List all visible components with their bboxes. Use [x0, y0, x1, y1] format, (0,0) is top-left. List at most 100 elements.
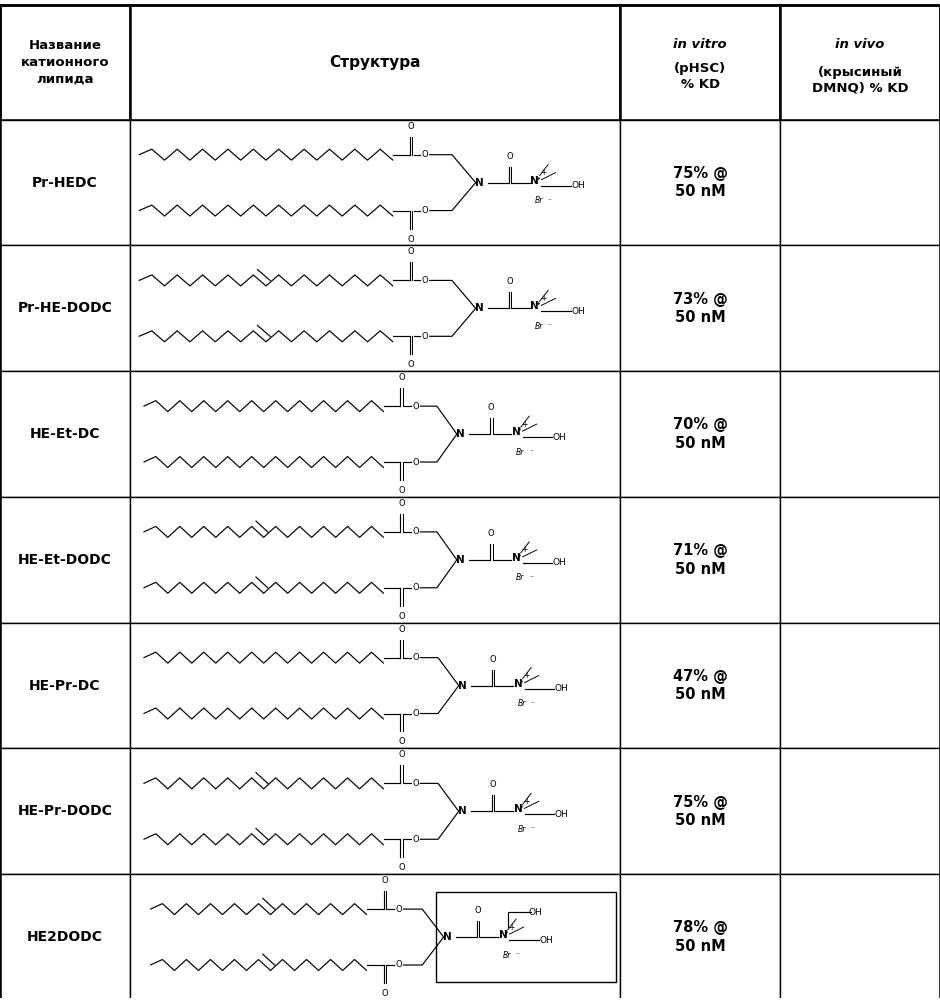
Bar — [130, 623, 620, 748]
Text: O: O — [474, 906, 481, 915]
Bar — [620, 371, 780, 497]
Text: HE-Pr-DC: HE-Pr-DC — [29, 679, 101, 693]
Bar — [0, 748, 130, 874]
Text: ⁻: ⁻ — [529, 448, 533, 457]
Bar — [130, 120, 620, 245]
Text: N: N — [530, 176, 540, 186]
Text: O: O — [421, 206, 429, 215]
Text: O: O — [398, 486, 405, 495]
Text: Структура: Структура — [329, 55, 421, 70]
Text: ⁻: ⁻ — [548, 322, 552, 331]
Text: O: O — [412, 779, 419, 788]
Text: O: O — [398, 612, 405, 621]
Text: O: O — [412, 583, 419, 592]
Text: 78% @
50 nM: 78% @ 50 nM — [673, 920, 728, 954]
Text: N: N — [511, 427, 521, 437]
Text: N: N — [456, 555, 465, 565]
Text: Br: Br — [518, 825, 525, 834]
Text: O: O — [412, 402, 419, 411]
Text: +: + — [522, 545, 527, 554]
Text: in vivo: in vivo — [836, 38, 885, 51]
Text: Br: Br — [535, 196, 542, 205]
Text: N: N — [513, 804, 523, 814]
Bar — [780, 120, 940, 245]
Text: Br: Br — [516, 573, 524, 582]
Text: ⁻: ⁻ — [516, 951, 520, 960]
Text: N: N — [458, 806, 467, 816]
Text: ⁻: ⁻ — [531, 699, 535, 708]
Text: OH: OH — [553, 558, 566, 567]
Bar — [130, 497, 620, 623]
Text: +: + — [524, 671, 529, 680]
Bar — [620, 5, 780, 120]
Text: OH: OH — [572, 181, 585, 190]
Text: Br: Br — [535, 322, 542, 331]
Text: ⁻: ⁻ — [531, 825, 535, 834]
Text: HE2DODC: HE2DODC — [27, 930, 102, 944]
Text: O: O — [489, 780, 496, 789]
Text: HE-Et-DODC: HE-Et-DODC — [18, 553, 112, 567]
Bar — [0, 245, 130, 371]
Text: O: O — [407, 235, 415, 244]
Text: N: N — [530, 301, 540, 311]
Text: O: O — [395, 905, 402, 914]
Text: O: O — [395, 960, 402, 969]
Text: O: O — [412, 527, 419, 536]
Bar — [130, 371, 620, 497]
Text: N: N — [475, 303, 484, 313]
Text: 70% @
50 nM: 70% @ 50 nM — [673, 417, 728, 451]
Text: O: O — [398, 863, 405, 872]
Text: 73% @
50 nM: 73% @ 50 nM — [673, 292, 728, 325]
Text: 47% @
50 nM: 47% @ 50 nM — [673, 669, 728, 702]
Text: O: O — [412, 835, 419, 844]
Bar — [130, 874, 620, 1000]
Text: +: + — [509, 923, 514, 932]
Text: O: O — [398, 750, 405, 759]
Text: (крысиный
DMNQ) % KD: (крысиный DMNQ) % KD — [812, 66, 908, 95]
Text: O: O — [412, 653, 419, 662]
Bar — [780, 623, 940, 748]
Text: (pHSC)
% KD: (pHSC) % KD — [674, 62, 727, 91]
Text: O: O — [506, 152, 513, 161]
Text: O: O — [398, 737, 405, 746]
Bar — [620, 874, 780, 1000]
Text: N: N — [511, 553, 521, 563]
Bar — [0, 5, 130, 120]
Text: N: N — [458, 681, 467, 691]
Text: O: O — [421, 276, 429, 285]
Bar — [0, 371, 130, 497]
Bar — [620, 497, 780, 623]
Bar — [780, 497, 940, 623]
Text: O: O — [412, 709, 419, 718]
Text: OH: OH — [529, 908, 542, 917]
Text: in vitro: in vitro — [673, 38, 728, 51]
Text: N: N — [456, 429, 465, 439]
Text: ⁻: ⁻ — [529, 573, 533, 582]
Text: N: N — [443, 932, 452, 942]
Text: O: O — [407, 247, 415, 256]
Bar — [620, 623, 780, 748]
Bar — [620, 748, 780, 874]
Text: 71% @
50 nM: 71% @ 50 nM — [673, 543, 728, 577]
Text: O: O — [487, 529, 494, 538]
Text: +: + — [540, 294, 546, 303]
Bar — [130, 245, 620, 371]
Bar — [130, 748, 620, 874]
Bar — [130, 5, 620, 120]
Bar — [620, 245, 780, 371]
Text: O: O — [487, 403, 494, 412]
Text: Br: Br — [518, 699, 525, 708]
Text: O: O — [421, 332, 429, 341]
Bar — [780, 371, 940, 497]
Text: O: O — [398, 499, 405, 508]
Text: 75% @
50 nM: 75% @ 50 nM — [673, 795, 728, 828]
Text: O: O — [398, 625, 405, 634]
Text: ⁻: ⁻ — [548, 196, 552, 205]
Bar — [620, 120, 780, 245]
Bar — [780, 748, 940, 874]
Text: OH: OH — [540, 936, 553, 945]
Text: O: O — [407, 122, 415, 131]
Text: OH: OH — [555, 810, 568, 819]
Text: O: O — [489, 655, 496, 664]
Text: Br: Br — [516, 448, 524, 457]
